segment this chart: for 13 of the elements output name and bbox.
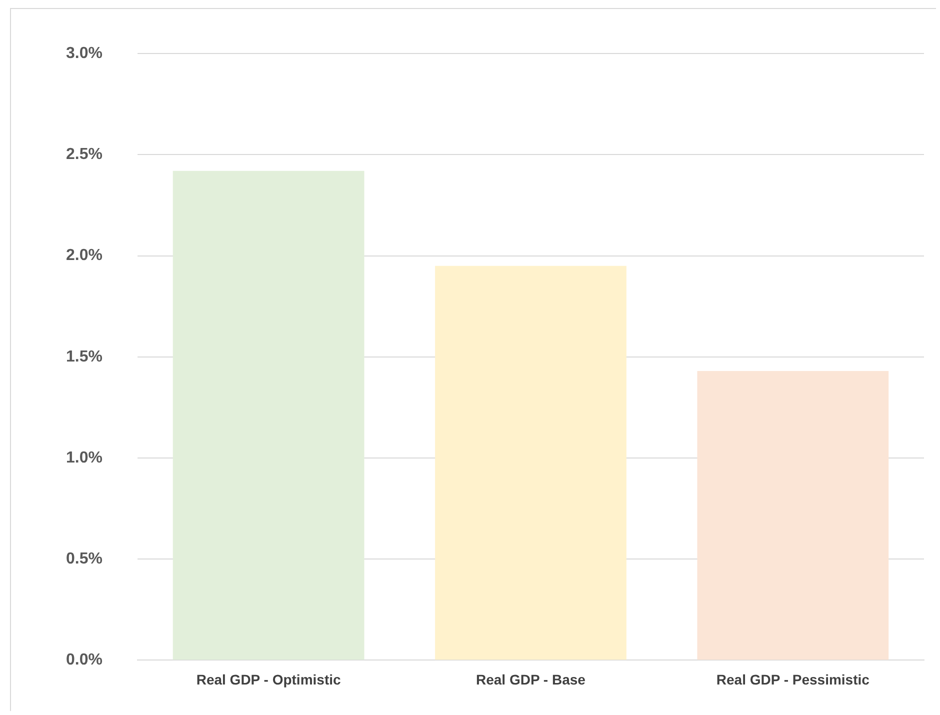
y-tick-label: 2.5% bbox=[66, 146, 102, 164]
y-tick-label: 3.0% bbox=[66, 45, 102, 62]
y-tick-label: 0.0% bbox=[66, 652, 102, 669]
y-tick-label: 2.0% bbox=[66, 247, 102, 264]
x-tick-label: Real GDP - Pessimistic bbox=[716, 671, 870, 688]
x-tick-label: Real GDP - Base bbox=[476, 671, 586, 688]
y-tick-label: 1.5% bbox=[66, 348, 102, 366]
y-tick-label: 1.0% bbox=[66, 449, 102, 466]
bar bbox=[172, 170, 364, 660]
bar bbox=[697, 371, 889, 660]
x-tick-label: Real GDP - Optimistic bbox=[196, 671, 341, 688]
y-tick-label: 0.5% bbox=[66, 550, 102, 568]
bar bbox=[435, 266, 626, 660]
